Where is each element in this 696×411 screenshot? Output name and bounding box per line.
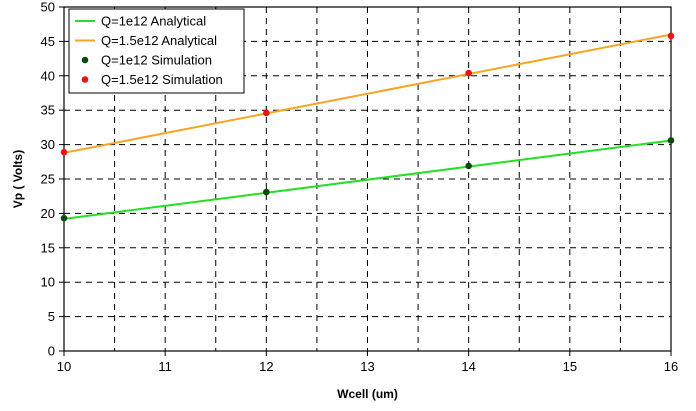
x-tick-labels: 10 11 12 13 14 15 16 (57, 359, 678, 374)
data-point (60, 148, 68, 156)
legend-swatch (81, 56, 89, 64)
x-tick-label: 11 (158, 359, 172, 374)
legend-label: Q=1.5e12 Simulation (101, 72, 223, 87)
legend-label: Q=1.5e12 Analytical (101, 33, 217, 48)
legend-label: Q=1e12 Analytical (101, 14, 206, 29)
data-point (465, 162, 472, 170)
data-point (263, 109, 270, 117)
x-tick-label: 13 (360, 359, 374, 374)
y-tick-label: 35 (41, 103, 55, 118)
y-tick-labels: 0 5 10 15 20 25 30 35 40 45 50 (41, 0, 55, 359)
data-point (263, 188, 270, 196)
x-tick-label: 14 (461, 359, 475, 374)
data-point (60, 214, 68, 222)
x-tick-label: 16 (664, 359, 678, 374)
data-point (667, 137, 675, 144)
y-tick-label: 0 (48, 344, 55, 359)
x-tick-label: 10 (57, 359, 71, 374)
series-line (63, 33, 672, 154)
series-layer (60, 32, 675, 222)
y-tick-label: 30 (41, 137, 55, 152)
x-tick-label: 12 (259, 359, 273, 374)
legend-box (68, 8, 245, 94)
legend-label: Q=1e12 Simulation (101, 53, 212, 68)
data-point (465, 69, 472, 77)
series-line (63, 139, 672, 220)
y-tick-label: 20 (41, 206, 55, 221)
y-tick-label: 10 (41, 275, 55, 290)
legend-swatch (81, 76, 89, 83)
y-tick-label: 5 (48, 309, 55, 324)
y-tick-label: 25 (41, 172, 55, 187)
y-tick-label: 40 (41, 68, 55, 83)
legend: Q=1e12 Analytical Q=1.5e12 Analytical Q=1e… (68, 8, 245, 94)
x-axis-title: Wcell (um) (337, 387, 398, 401)
plot-frame (59, 6, 672, 356)
x-tick-label: 15 (563, 359, 577, 374)
y-tick-label: 45 (41, 34, 55, 49)
y-tick-label: 15 (41, 240, 55, 255)
data-point (667, 32, 675, 40)
y-axis-title: Vp ( Volts) (11, 150, 25, 208)
y-tick-label: 50 (41, 0, 55, 15)
